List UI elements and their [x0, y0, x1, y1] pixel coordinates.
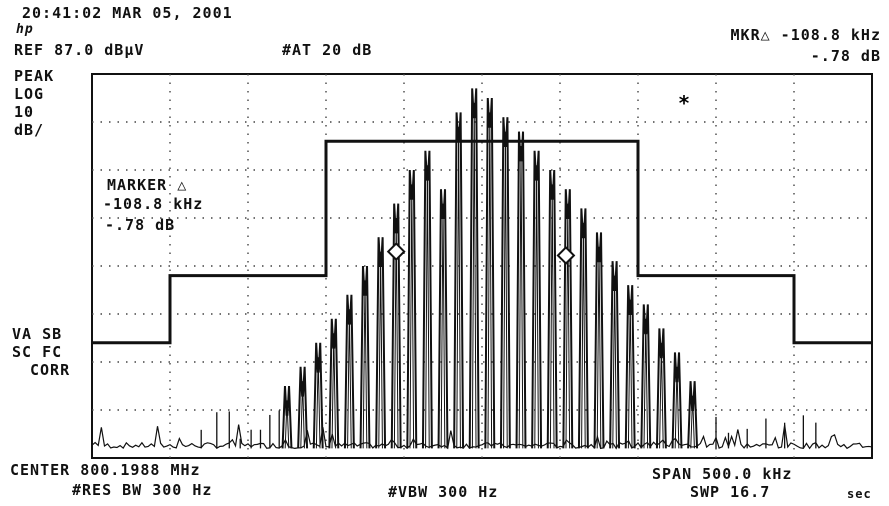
spectral-line-inner [503, 131, 508, 449]
status-line-3: CORR [30, 361, 71, 379]
spectral-line-inner [612, 275, 617, 449]
spectral-line [281, 385, 293, 449]
spectral-line-inner [487, 112, 493, 449]
scale-type: LOG [14, 85, 45, 103]
spectral-line-inner [596, 246, 602, 449]
spectral-line-inner [347, 309, 352, 449]
spectral-line-inner [440, 203, 446, 449]
spectrum-trace [91, 88, 873, 450]
video-bandwidth: #VBW 300 Hz [388, 483, 499, 501]
spectral-line-inner [362, 280, 368, 449]
spectral-line-inner [425, 165, 430, 449]
spectral-line-inner [674, 366, 680, 449]
marker-layer [386, 242, 576, 265]
spectral-line-inner [643, 318, 649, 449]
graticule [91, 73, 873, 459]
spectral-line-inner [627, 299, 633, 449]
spectral-line-inner [549, 184, 555, 449]
marker-diamond-delta [556, 246, 576, 265]
resolution-bandwidth: #RES BW 300 Hz [72, 481, 213, 499]
spectral-line-inner [331, 333, 337, 449]
hp-logo-icon: hp [16, 22, 34, 37]
spectral-line [297, 366, 309, 449]
scale-unit: dB/ [14, 121, 45, 139]
noise-floor [91, 424, 873, 450]
spectral-line-inner [690, 395, 695, 449]
spectral-line-inner [518, 145, 524, 449]
mask-line [92, 139, 872, 345]
status-line-2: SC FC [12, 343, 63, 361]
spectral-line-inner [659, 342, 664, 449]
center-frequency: CENTER 800.1988 MHz [10, 461, 201, 479]
scale-value: 10 [14, 103, 35, 121]
status-line-1: VA SB [12, 325, 63, 343]
attenuation: #AT 20 dB [282, 41, 373, 59]
spectral-line-inner [393, 217, 399, 449]
ref-level: REF 87.0 dBµV [14, 41, 145, 59]
spectral-line-inner [284, 400, 290, 449]
marker-box-frequency: -108.8 kHz [103, 195, 204, 213]
spectral-line-inner [409, 184, 415, 449]
spectral-line-inner [471, 102, 477, 449]
marker-box-level: -.78 dB [105, 216, 176, 234]
spectral-line-inner [378, 251, 383, 449]
marker-readout-frequency: MKR△ -108.8 kHz [730, 26, 881, 44]
sweep-time: SWP 16.7 [690, 483, 771, 501]
marker-diamond-reference [386, 242, 406, 262]
marker-box-title: MARKER △ [107, 176, 188, 194]
marker-readout-level: -.78 dB [810, 47, 881, 65]
spectral-line-inner [300, 381, 305, 449]
spectral-line [687, 381, 699, 449]
limit-mask [92, 139, 872, 345]
spectral-line-inner [565, 203, 571, 449]
spectral-line-inner [315, 357, 321, 449]
timestamp: 20:41:02 MAR 05, 2001 [22, 4, 233, 22]
spectral-line-inner [581, 222, 586, 449]
annotation-star: * [678, 91, 690, 115]
spectral-line-inner [534, 165, 539, 449]
sweep-time-unit: sec [847, 487, 872, 501]
spectral-line-inner [456, 126, 461, 449]
detector-mode: PEAK [14, 67, 55, 85]
span: SPAN 500.0 kHz [652, 465, 793, 483]
